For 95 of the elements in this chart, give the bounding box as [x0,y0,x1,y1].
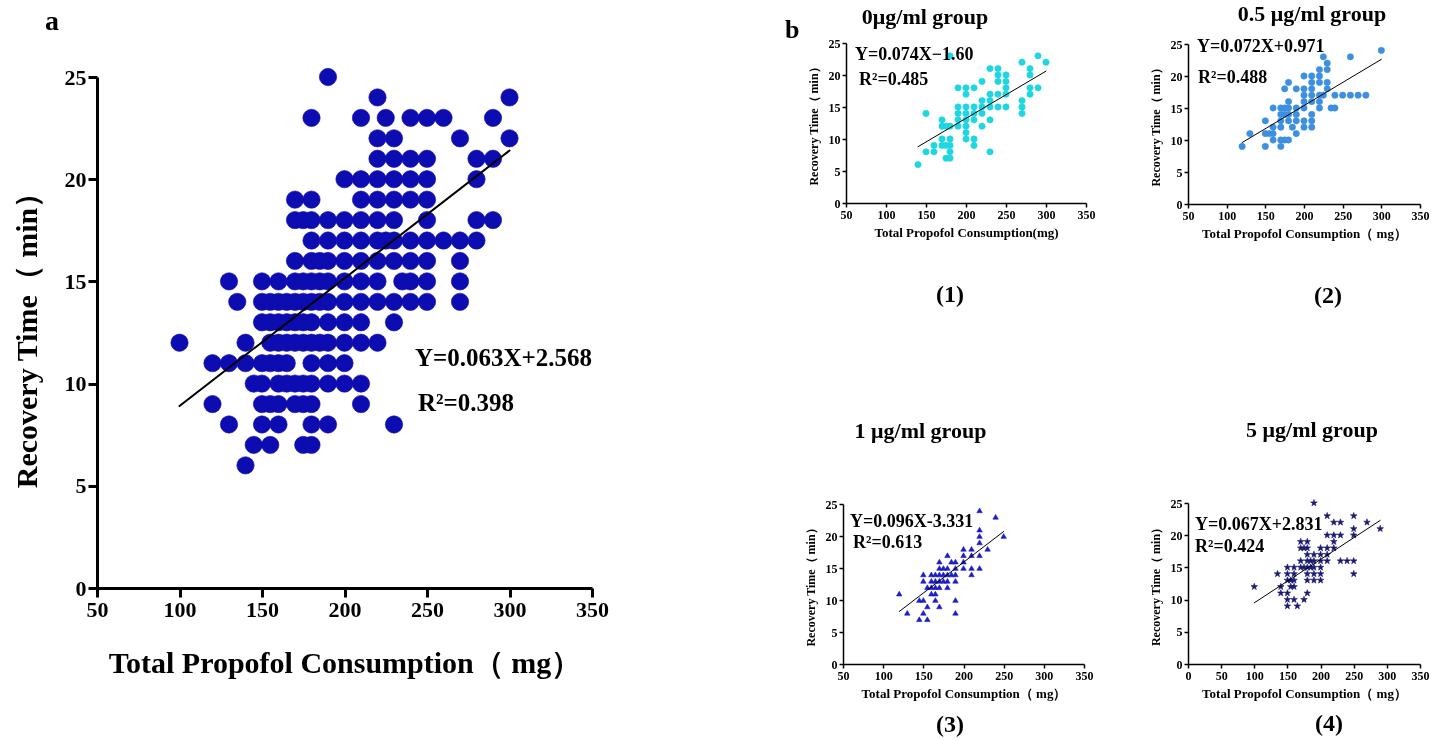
y-tick-label: 15 [828,100,841,115]
y-axis-title: Recovery Time（ min） [9,177,43,489]
text: (1) [936,281,964,307]
x-axis-title: Total Propofol Consumption（ mg） [1202,225,1407,241]
annotation: R²=0.613 [853,532,923,552]
annotation: R²=0.488 [1198,67,1268,87]
x-tick-label: 250 [411,596,444,622]
x-tick-label: 200 [1295,208,1314,223]
x-axis-title: Total Propofol Consumption(mg) [874,224,1059,240]
x-tick-label: 250 [1345,668,1364,683]
chart-title: 0μg/ml group [861,4,989,29]
x-tick-label: 200 [328,596,362,622]
x-axis-title: Total Propofol Consumption（ mg） [861,685,1067,701]
x-tick-label: 300 [1035,668,1054,683]
x-tick-label: 100 [163,596,197,622]
x-tick-label: 150 [1278,668,1297,683]
y-tick-label: 20 [1170,69,1183,84]
x-tick-label: 50 [837,668,850,683]
x-tick-label: 300 [493,596,527,622]
chart-title: 1 μg/ml group [854,418,987,443]
x-tick-label: 50 [1215,668,1228,683]
annotation: Y=0.063X+2.568 [415,344,593,371]
y-tick-label: 10 [64,371,87,397]
y-tick-label: 15 [825,561,838,576]
x-tick-label: 50 [1182,208,1195,223]
y-tick-label: 20 [64,166,87,192]
y-tick-label: 0 [1176,197,1183,212]
text: (3) [936,711,964,737]
x-tick-label: 350 [1411,208,1430,223]
x-tick-label: 100 [877,207,896,222]
y-axis-title: Recovery Time（ min） [803,522,818,647]
x-tick-label: 200 [1312,668,1331,683]
y-tick-label: 15 [64,268,87,294]
annotation: R²=0.485 [859,69,929,89]
y-tick-label: 10 [825,593,838,608]
chart-title: a [45,5,59,36]
y-tick-label: 5 [831,625,838,640]
x-tick-label: 250 [1334,208,1353,223]
chart-title: 0.5 μg/ml group [1237,1,1387,26]
x-tick-label: 300 [1037,207,1056,222]
x-tick-label: 200 [955,668,973,683]
y-tick-label: 10 [1170,593,1183,608]
text: (2) [1314,282,1342,308]
annotation: Y=0.074X−1.60 [855,44,974,64]
y-tick-label: 25 [825,497,838,512]
x-tick-label: 350 [1077,207,1096,222]
y-tick-label: 10 [828,132,841,147]
y-tick-label: 0 [834,196,841,211]
x-axis-title: Total Propofol Consumption（ mg） [1202,685,1407,701]
y-tick-label: 5 [75,473,87,499]
x-tick-label: 50 [840,207,853,222]
x-tick-label: 350 [1411,668,1430,683]
annotation: Y=0.067X+2.831 [1195,514,1323,534]
x-tick-label: 100 [1245,668,1264,683]
y-axis-title: Recovery Time（ min） [1148,521,1163,647]
x-tick-label: 150 [914,668,933,683]
x-tick-label: 100 [874,668,893,683]
x-tick-label: 350 [1075,668,1094,683]
y-tick-label: 20 [825,529,838,544]
y-axis-title: Recovery Time（ min） [1148,62,1163,187]
y-tick-label: 0 [75,575,87,601]
y-tick-label: 25 [64,64,87,90]
x-tick-label: 300 [1378,668,1397,683]
x-tick-label: 100 [1218,208,1237,223]
annotation: Y=0.096X-3.331 [850,511,974,531]
x-tick-label: 50 [86,596,109,622]
y-tick-label: 0 [1176,657,1183,672]
y-tick-label: 5 [834,164,841,179]
y-tick-label: 5 [1176,625,1183,640]
chart-title: 5 μg/ml group [1246,417,1378,442]
annotation: R²=0.398 [418,389,515,416]
annotation: R²=0.424 [1195,536,1265,556]
y-tick-label: 0 [831,657,838,672]
text: (4) [1315,710,1343,736]
x-tick-label: 300 [1372,208,1391,223]
y-tick-label: 15 [1170,560,1183,575]
x-tick-label: 150 [917,207,936,222]
x-tick-label: 250 [997,207,1016,222]
y-axis-title: Recovery Time（ min） [806,61,821,186]
y-tick-label: 25 [828,36,841,51]
y-tick-label: 10 [1170,133,1183,148]
y-tick-label: 20 [828,68,841,83]
x-tick-label: 150 [1256,208,1275,223]
y-tick-label: 25 [1170,37,1183,52]
x-tick-label: 350 [576,596,609,622]
x-tick-label: 250 [995,668,1014,683]
y-tick-label: 15 [1170,101,1183,116]
x-axis-title: Total Propofol Consumption（ mg） [108,645,582,679]
y-tick-label: 25 [1170,496,1183,511]
text: b [785,15,800,44]
y-tick-label: 5 [1176,165,1183,180]
annotation: Y=0.072X+0.971 [1197,36,1325,56]
x-tick-label: 150 [246,596,279,622]
y-tick-label: 20 [1170,528,1183,543]
x-tick-label: 200 [957,207,976,222]
